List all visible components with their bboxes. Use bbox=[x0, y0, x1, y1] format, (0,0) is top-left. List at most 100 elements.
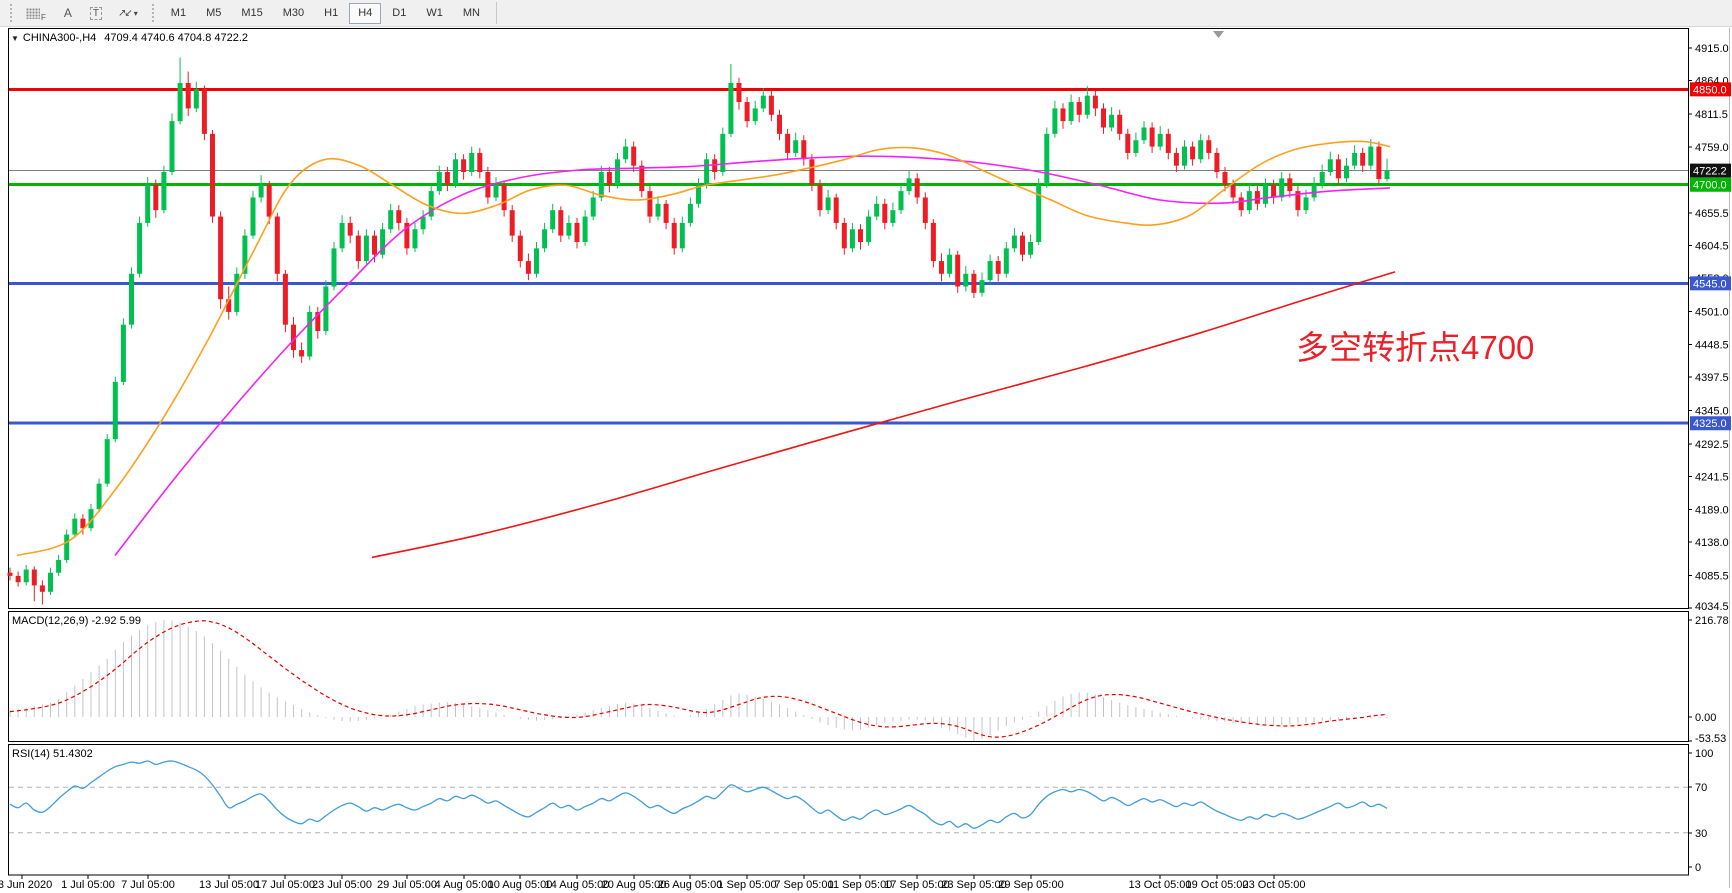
candle-body bbox=[1133, 140, 1139, 153]
candle-body bbox=[930, 222, 936, 262]
candle-body bbox=[1173, 152, 1179, 166]
candle-body bbox=[995, 261, 1001, 274]
candle-body bbox=[372, 235, 377, 255]
candle-body bbox=[169, 121, 175, 173]
candle-body bbox=[1084, 95, 1090, 115]
candle-body bbox=[161, 172, 167, 211]
candle-body bbox=[671, 222, 677, 249]
candle-body bbox=[461, 159, 467, 173]
candle-body bbox=[615, 159, 620, 185]
ma-orange-line bbox=[16, 140, 1391, 557]
candle-body bbox=[1230, 184, 1236, 198]
time-tick-label: 20 Aug 05:00 bbox=[602, 879, 667, 891]
candle-body bbox=[420, 216, 426, 230]
candle-body bbox=[1117, 114, 1123, 134]
candle-body bbox=[744, 102, 750, 122]
candle-body bbox=[979, 280, 985, 293]
timeframe-m15-button[interactable]: M15 bbox=[232, 3, 271, 24]
candle-body bbox=[550, 210, 556, 230]
timeframe-mn-button[interactable]: MN bbox=[454, 3, 489, 24]
candle-body bbox=[129, 273, 134, 325]
candle-body bbox=[1101, 108, 1106, 128]
timeframe-m30-button[interactable]: M30 bbox=[274, 3, 313, 24]
price-tick-label: 4915.0 bbox=[1695, 43, 1729, 55]
price-badge-label: 4700.0 bbox=[1693, 180, 1727, 192]
candle-body bbox=[1028, 241, 1034, 255]
price-badge bbox=[1690, 163, 1731, 178]
time-tick-label: 17 Jul 05:00 bbox=[255, 879, 315, 891]
timeframe-d1-button[interactable]: D1 bbox=[383, 3, 415, 24]
candle-body bbox=[493, 184, 499, 198]
candle-body bbox=[1109, 114, 1115, 128]
candle-body bbox=[258, 184, 264, 198]
text-box-tool-button[interactable]: T bbox=[83, 2, 109, 24]
pattern-f-tool-button[interactable]: F bbox=[19, 2, 53, 24]
toolbar-grip-2[interactable] bbox=[150, 4, 156, 22]
toolbar-separator bbox=[495, 2, 497, 24]
time-tick-label: 1 Jul 05:00 bbox=[61, 879, 115, 891]
candle-body bbox=[428, 191, 434, 217]
arrows-icon: ↗↙ bbox=[118, 7, 133, 19]
macd-tick-label: -53.53 bbox=[1695, 733, 1726, 745]
candle-body bbox=[242, 235, 248, 274]
timeframe-w1-button[interactable]: W1 bbox=[417, 3, 452, 24]
candle-body bbox=[1238, 197, 1244, 211]
candle-body bbox=[517, 235, 523, 262]
candle-body bbox=[185, 82, 191, 109]
chart-shift-marker[interactable] bbox=[1213, 31, 1224, 38]
candle-body bbox=[1254, 191, 1260, 204]
toolbar-grip[interactable] bbox=[8, 4, 13, 22]
text-box-icon: T bbox=[89, 6, 102, 20]
candle-body bbox=[1271, 184, 1277, 198]
time-tick-label: 13 Jul 05:00 bbox=[199, 879, 259, 891]
timeframe-m5-button[interactable]: M5 bbox=[197, 3, 230, 24]
candle-body bbox=[1036, 184, 1042, 242]
timeframe-h4-button[interactable]: H4 bbox=[349, 2, 382, 24]
arrows-tool-button[interactable]: ↗↙ ▾ bbox=[111, 2, 145, 24]
candle-body bbox=[825, 197, 831, 211]
time-tick-label: 29 Sep 05:00 bbox=[998, 879, 1063, 891]
candle-body bbox=[647, 191, 653, 217]
price-badge bbox=[1690, 276, 1731, 291]
time-tick-label: 11 Sep 05:00 bbox=[828, 879, 893, 891]
time-tick-label: 29 Jul 05:00 bbox=[377, 879, 437, 891]
candle-body bbox=[80, 518, 86, 529]
candle-body bbox=[849, 229, 855, 249]
candle-body bbox=[817, 184, 823, 211]
candle-body bbox=[1068, 102, 1074, 122]
candle-body bbox=[444, 172, 450, 185]
candle-body bbox=[955, 254, 961, 287]
price-tick-label: 4189.0 bbox=[1695, 505, 1729, 517]
rsi-panel: 100 70 30 0 bbox=[9, 748, 1713, 874]
timeframe-h1-button[interactable]: H1 bbox=[315, 3, 347, 24]
time-tick-label: 13 Oct 05:00 bbox=[1129, 879, 1192, 891]
rsi-tick-label: 70 bbox=[1695, 782, 1707, 794]
candle-body bbox=[339, 222, 345, 249]
candle-body bbox=[380, 229, 386, 255]
text-label-tool-button[interactable]: A bbox=[55, 2, 81, 24]
time-tick-label: 7 Sep 05:00 bbox=[774, 879, 833, 891]
candle-body bbox=[331, 248, 337, 287]
annotation-text[interactable]: 多空转折点4700 bbox=[1296, 329, 1535, 366]
time-tick-label: 17 Sep 05:00 bbox=[884, 879, 949, 891]
candle-body bbox=[1011, 235, 1017, 249]
time-tick-label: 7 Jul 05:00 bbox=[121, 879, 175, 891]
candle-body bbox=[1020, 235, 1025, 255]
candle-body bbox=[987, 261, 993, 281]
candle-body bbox=[218, 216, 224, 300]
candle-body bbox=[793, 140, 799, 153]
candle-body bbox=[663, 203, 669, 223]
candle-body bbox=[704, 159, 710, 185]
price-tick-label: 4759.0 bbox=[1695, 142, 1729, 154]
price-badge bbox=[1690, 177, 1731, 192]
text-label-icon: A bbox=[63, 6, 72, 20]
candle-body bbox=[720, 133, 726, 173]
rsi-label: RSI(14) 51.4302 bbox=[12, 748, 93, 760]
candle-body bbox=[1165, 133, 1171, 153]
candle-body bbox=[696, 184, 701, 204]
timeframe-m1-button[interactable]: M1 bbox=[162, 3, 195, 24]
candle-body bbox=[193, 89, 199, 109]
symbol-dropdown-icon[interactable]: ▼ bbox=[11, 34, 19, 43]
